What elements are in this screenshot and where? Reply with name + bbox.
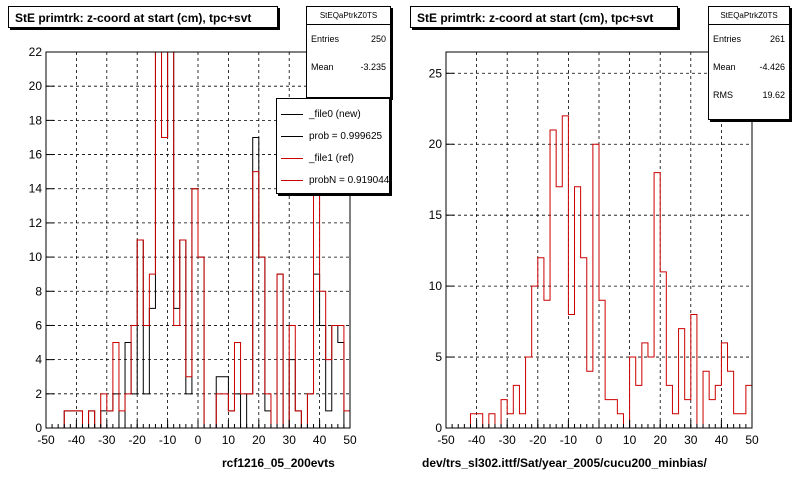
y-tick-label: 25 (429, 66, 443, 80)
x-tick-label: 20 (252, 433, 266, 447)
x-tick-label: -40 (68, 433, 86, 447)
y-tick-label: 20 (29, 79, 43, 93)
y-tick-label: 0 (35, 421, 42, 435)
histogram-series-0 (446, 115, 752, 429)
y-tick-label: 0 (435, 421, 442, 435)
y-tick-label: 4 (35, 353, 42, 367)
x-tick-label: -20 (529, 433, 547, 447)
stats-entries-row-right: Entries 261 (709, 25, 789, 53)
x-tick-label: -50 (37, 433, 55, 447)
stats-mean-label-right: Mean (713, 62, 736, 72)
stats-mean-row-right: Mean -4.426 (709, 53, 789, 81)
x-tick-label: 50 (745, 433, 759, 447)
x-tick-label: -20 (129, 433, 147, 447)
stats-box-left: StEQaPtrkZ0TS Entries 250 Mean -3.235 (306, 6, 391, 98)
stats-mean-label-left: Mean (311, 62, 334, 72)
y-tick-label: 10 (29, 250, 43, 264)
y-tick-label: 16 (29, 148, 43, 162)
x-tick-label: 10 (623, 433, 637, 447)
stats-entries-row-left: Entries 250 (307, 25, 390, 53)
x-tick-label: -50 (437, 433, 455, 447)
y-tick-label: 12 (29, 216, 43, 230)
x-tick-label: 10 (222, 433, 236, 447)
y-tick-label: 15 (429, 208, 443, 222)
legend-entry: probN = 0.919044 (277, 169, 389, 191)
legend-label: _file0 (new) (309, 108, 361, 120)
x-tick-label: 20 (654, 433, 668, 447)
x-tick-label: 0 (596, 433, 603, 447)
y-tick-label: 6 (35, 318, 42, 332)
run-label-left: rcf1216_05_200evts (222, 456, 335, 470)
x-tick-label: 30 (684, 433, 698, 447)
stats-box-right: StEQaPtrkZ0TS Entries 261 Mean -4.426 RM… (708, 6, 790, 120)
legend-entry: _file1 (ref) (277, 147, 389, 169)
legend-left: _file0 (new) prob = 0.999625 _file1 (ref… (276, 98, 390, 194)
legend-entry: _file0 (new) (277, 103, 389, 125)
x-tick-label: -30 (499, 433, 517, 447)
y-tick-label: 2 (35, 387, 42, 401)
chart-title-right: StE primtrk: z-coord at start (cm), tpc+… (410, 6, 678, 28)
run-label-right: dev/trs_sl302.ittf/Sat/year_2005/cucu200… (422, 456, 707, 470)
stats-mean-value-right: -4.426 (759, 62, 785, 72)
stats-rms-label-right: RMS (713, 90, 733, 100)
stats-entries-label-right: Entries (713, 34, 742, 44)
x-tick-label: 0 (195, 433, 202, 447)
stats-rms-row-right: RMS 19.62 (709, 81, 789, 109)
x-tick-label: -10 (560, 433, 578, 447)
stats-name-right: StEQaPtrkZ0TS (709, 7, 789, 25)
legend-label: prob = 0.999625 (309, 130, 383, 142)
stats-entries-label-left: Entries (311, 34, 340, 44)
legend-entry: prob = 0.999625 (277, 125, 389, 147)
y-tick-label: 20 (429, 137, 443, 151)
x-tick-label: -30 (98, 433, 116, 447)
legend-line-new (281, 113, 303, 115)
legend-line-ref (281, 157, 303, 159)
histogram-series-1 (46, 51, 350, 429)
x-tick-label: 40 (715, 433, 729, 447)
x-tick-label: 30 (283, 433, 297, 447)
legend-line-ref-prob (281, 179, 303, 181)
stats-mean-value-left: -3.235 (360, 62, 386, 72)
y-tick-label: 18 (29, 113, 43, 127)
y-tick-label: 10 (429, 279, 443, 293)
chart-title-left: StE primtrk: z-coord at start (cm), tpc+… (8, 6, 278, 28)
stats-rms-value-right: 19.62 (762, 90, 785, 100)
stats-name-left: StEQaPtrkZ0TS (307, 7, 390, 25)
y-tick-label: 8 (35, 284, 42, 298)
stats-entries-value-left: 250 (370, 34, 386, 44)
y-tick-label: 5 (435, 350, 442, 364)
x-tick-label: 40 (313, 433, 327, 447)
x-tick-label: 50 (343, 433, 357, 447)
stats-mean-row-left: Mean -3.235 (307, 53, 390, 81)
y-tick-label: 14 (29, 182, 43, 196)
y-tick-label: 22 (29, 45, 43, 59)
x-tick-label: -40 (468, 433, 486, 447)
legend-label: probN = 0.919044 (309, 174, 390, 186)
legend-label: _file1 (ref) (309, 152, 355, 164)
legend-line-new-prob (281, 135, 303, 137)
x-tick-label: -10 (159, 433, 177, 447)
stats-entries-value-right: 261 (769, 34, 785, 44)
